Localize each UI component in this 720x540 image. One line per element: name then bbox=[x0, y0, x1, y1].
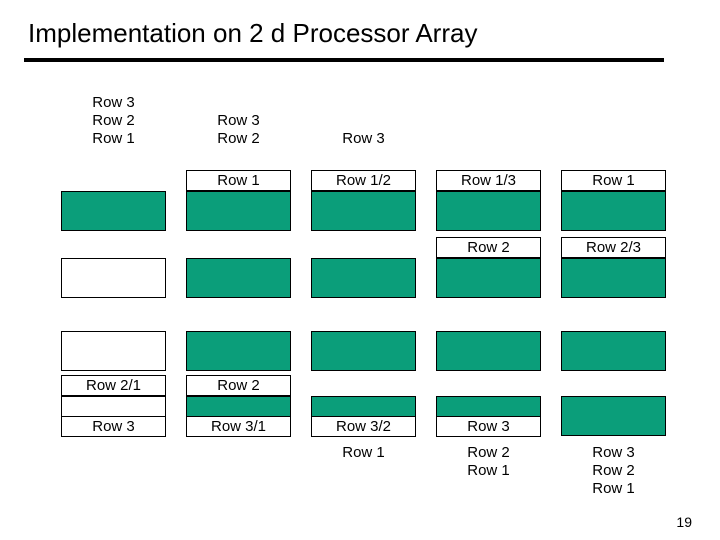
grid-box-r2-c0 bbox=[61, 331, 166, 371]
page-title: Implementation on 2 d Processor Array bbox=[28, 18, 477, 49]
grid-box-r1-c2 bbox=[311, 258, 416, 298]
grid-label-r0-c1: Row 1 bbox=[186, 170, 291, 191]
grid-label-r0-c4: Row 1 bbox=[561, 170, 666, 191]
top-stack-2: Row 3 bbox=[311, 130, 416, 148]
bottom-stack-2: Row 1 bbox=[311, 444, 416, 462]
top-stack-1: Row 3Row 2 bbox=[186, 112, 291, 148]
grid-box-r0-c1 bbox=[186, 191, 291, 231]
grid-box-r0-c0 bbox=[61, 191, 166, 231]
page-number: 19 bbox=[676, 514, 692, 530]
grid-label-r3-c1: Row 2 bbox=[186, 375, 291, 396]
grid-label-r4-c2: Row 3/2 bbox=[311, 416, 416, 437]
grid-label-r3-c0: Row 2/1 bbox=[61, 375, 166, 396]
grid-box-r0-c3 bbox=[436, 191, 541, 231]
grid-box-r2-c3 bbox=[436, 331, 541, 371]
grid-box-r2-c1 bbox=[186, 331, 291, 371]
bottom-stack-3: Row 2Row 1 bbox=[436, 444, 541, 480]
grid-box-r0-c2 bbox=[311, 191, 416, 231]
grid-box-r0-c4 bbox=[561, 191, 666, 231]
grid-box-r1-c1 bbox=[186, 258, 291, 298]
grid-box-r3-c4 bbox=[561, 396, 666, 436]
top-stack-0: Row 3Row 2Row 1 bbox=[61, 94, 166, 148]
grid-box-r1-c0 bbox=[61, 258, 166, 298]
grid-box-r1-c4 bbox=[561, 258, 666, 298]
grid-label-r0-c2: Row 1/2 bbox=[311, 170, 416, 191]
grid-label-r0-c3: Row 1/3 bbox=[436, 170, 541, 191]
grid-box-r2-c2 bbox=[311, 331, 416, 371]
grid-box-r1-c3 bbox=[436, 258, 541, 298]
grid-box-r2-c4 bbox=[561, 331, 666, 371]
title-rule bbox=[24, 58, 664, 62]
grid-label-r4-c0: Row 3 bbox=[61, 416, 166, 437]
grid-label-r1-c4: Row 2/3 bbox=[561, 237, 666, 258]
grid-label-r4-c1: Row 3/1 bbox=[186, 416, 291, 437]
grid-label-r1-c3: Row 2 bbox=[436, 237, 541, 258]
bottom-stack-4: Row 3Row 2Row 1 bbox=[561, 444, 666, 498]
grid-label-r4-c3: Row 3 bbox=[436, 416, 541, 437]
